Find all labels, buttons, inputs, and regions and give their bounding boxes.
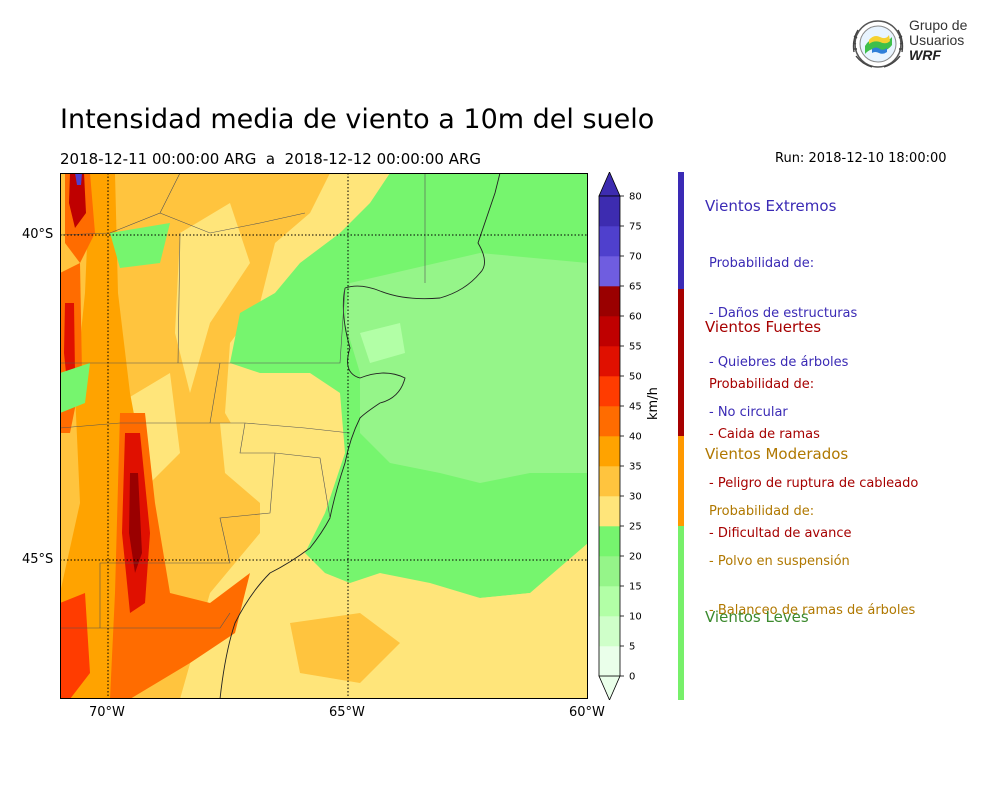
category-desc-extreme: Probabilidad de: - Daños de estructuras …	[709, 223, 857, 438]
colorbar-tick-label: 40	[629, 432, 642, 443]
colorbar-tick-label: 20	[629, 552, 642, 563]
colorbar-tick-label: 25	[629, 522, 642, 533]
lon-tick-65w: 65°W	[329, 705, 365, 720]
category-line: Probabilidad de:	[709, 504, 815, 519]
category-title-moderate: Vientos Moderados	[705, 445, 849, 463]
category-bar-extreme	[678, 172, 684, 289]
colorbar-segment	[599, 376, 620, 407]
colorbar-segment	[599, 316, 620, 347]
colorbar-segment	[599, 496, 620, 527]
colorbar-tick-label: 45	[629, 402, 642, 413]
colorbar-unit: km/h	[646, 387, 661, 420]
colorbar: 0 5 10 15 20 25 30 35 40 45 50 55 60 65 70 75 80	[598, 172, 642, 700]
colorbar-tick-label: 50	[629, 372, 642, 383]
forecast-period: 2018-12-11 00:00:00 ARG a 2018-12-12 00:…	[60, 150, 482, 168]
colorbar-segment	[599, 436, 620, 467]
colorbar-extend-low	[598, 675, 621, 700]
colorbar-tick-label: 10	[629, 612, 642, 623]
colorbar-tick-label: 30	[629, 492, 642, 503]
logo-line-1: Grupo de	[909, 17, 968, 33]
map-frame	[60, 173, 588, 699]
colorbar-segment	[599, 466, 620, 497]
colorbar-tick-label: 0	[629, 672, 635, 683]
map-title: Intensidad media de viento a 10m del sue…	[60, 104, 655, 135]
colorbar-tick-label: 35	[629, 462, 642, 473]
colorbar-tick-label: 55	[629, 342, 642, 353]
category-bar-strong	[678, 289, 684, 436]
category-bar-moderate	[678, 436, 684, 526]
lat-tick-40s: 40°S	[22, 227, 54, 242]
category-line: Probabilidad de:	[709, 377, 815, 392]
colorbar-segment	[599, 586, 620, 617]
category-title-strong: Vientos Fuertes	[705, 318, 822, 336]
category-desc-strong: Probabilidad de: - Caida de ramas - Peli…	[709, 344, 918, 559]
colorbar-tick-label: 5	[629, 642, 635, 653]
colorbar-segment	[599, 346, 620, 377]
colorbar-segment	[599, 556, 620, 587]
lat-tick-45s: 45°S	[22, 552, 54, 567]
run-time: Run: 2018-12-10 18:00:00	[775, 151, 947, 166]
category-line: - Quiebres de árboles	[709, 355, 849, 370]
colorbar-segment	[599, 646, 620, 677]
wrf-logo: Grupo de Usuarios WRF	[848, 16, 973, 72]
category-title-extreme: Vientos Extremos	[705, 197, 837, 215]
category-line: - Caida de ramas	[709, 426, 820, 442]
colorbar-tick-label: 15	[629, 582, 642, 593]
colorbar-tick-label: 65	[629, 282, 642, 293]
colorbar-segment	[599, 196, 620, 227]
category-line: Probabilidad de:	[709, 256, 815, 271]
colorbar-tick-label: 70	[629, 252, 642, 263]
colorbar-tick-label: 75	[629, 222, 642, 233]
colorbar-segment	[599, 526, 620, 557]
category-bar-light	[678, 526, 684, 700]
category-line: - Polvo en suspensión	[709, 553, 850, 569]
category-line: - Dificultad de avance	[709, 525, 852, 541]
category-line: - No circular	[709, 404, 788, 420]
coastline	[344, 173, 501, 300]
colorbar-tick-label: 60	[629, 312, 642, 323]
category-line: - Peligro de ruptura de cableado	[709, 476, 919, 491]
logo-line-2: Usuarios	[909, 32, 965, 48]
category-title-light: Vientos Leves	[705, 608, 809, 626]
globe-seal-icon	[852, 20, 904, 68]
province-borders	[60, 173, 426, 629]
category-line: - Daños de estructuras	[709, 305, 858, 321]
colorbar-segment	[599, 286, 620, 317]
category-desc-moderate: Probabilidad de: - Polvo en suspensión -…	[709, 471, 915, 636]
colorbar-extend-high	[598, 172, 621, 197]
light-green-region	[345, 253, 588, 483]
lon-tick-70w: 70°W	[89, 705, 125, 720]
lon-tick-60w: 60°W	[569, 705, 605, 720]
colorbar-segment	[599, 406, 620, 437]
logo-line-3: WRF	[909, 47, 941, 63]
colorbar-segment	[599, 616, 620, 647]
wind-speed-map	[60, 173, 588, 699]
colorbar-tick-label: 80	[629, 192, 642, 203]
category-line: - Balanceo de ramas de árboles	[709, 603, 916, 618]
colorbar-segment	[599, 226, 620, 257]
colorbar-segment	[599, 256, 620, 287]
